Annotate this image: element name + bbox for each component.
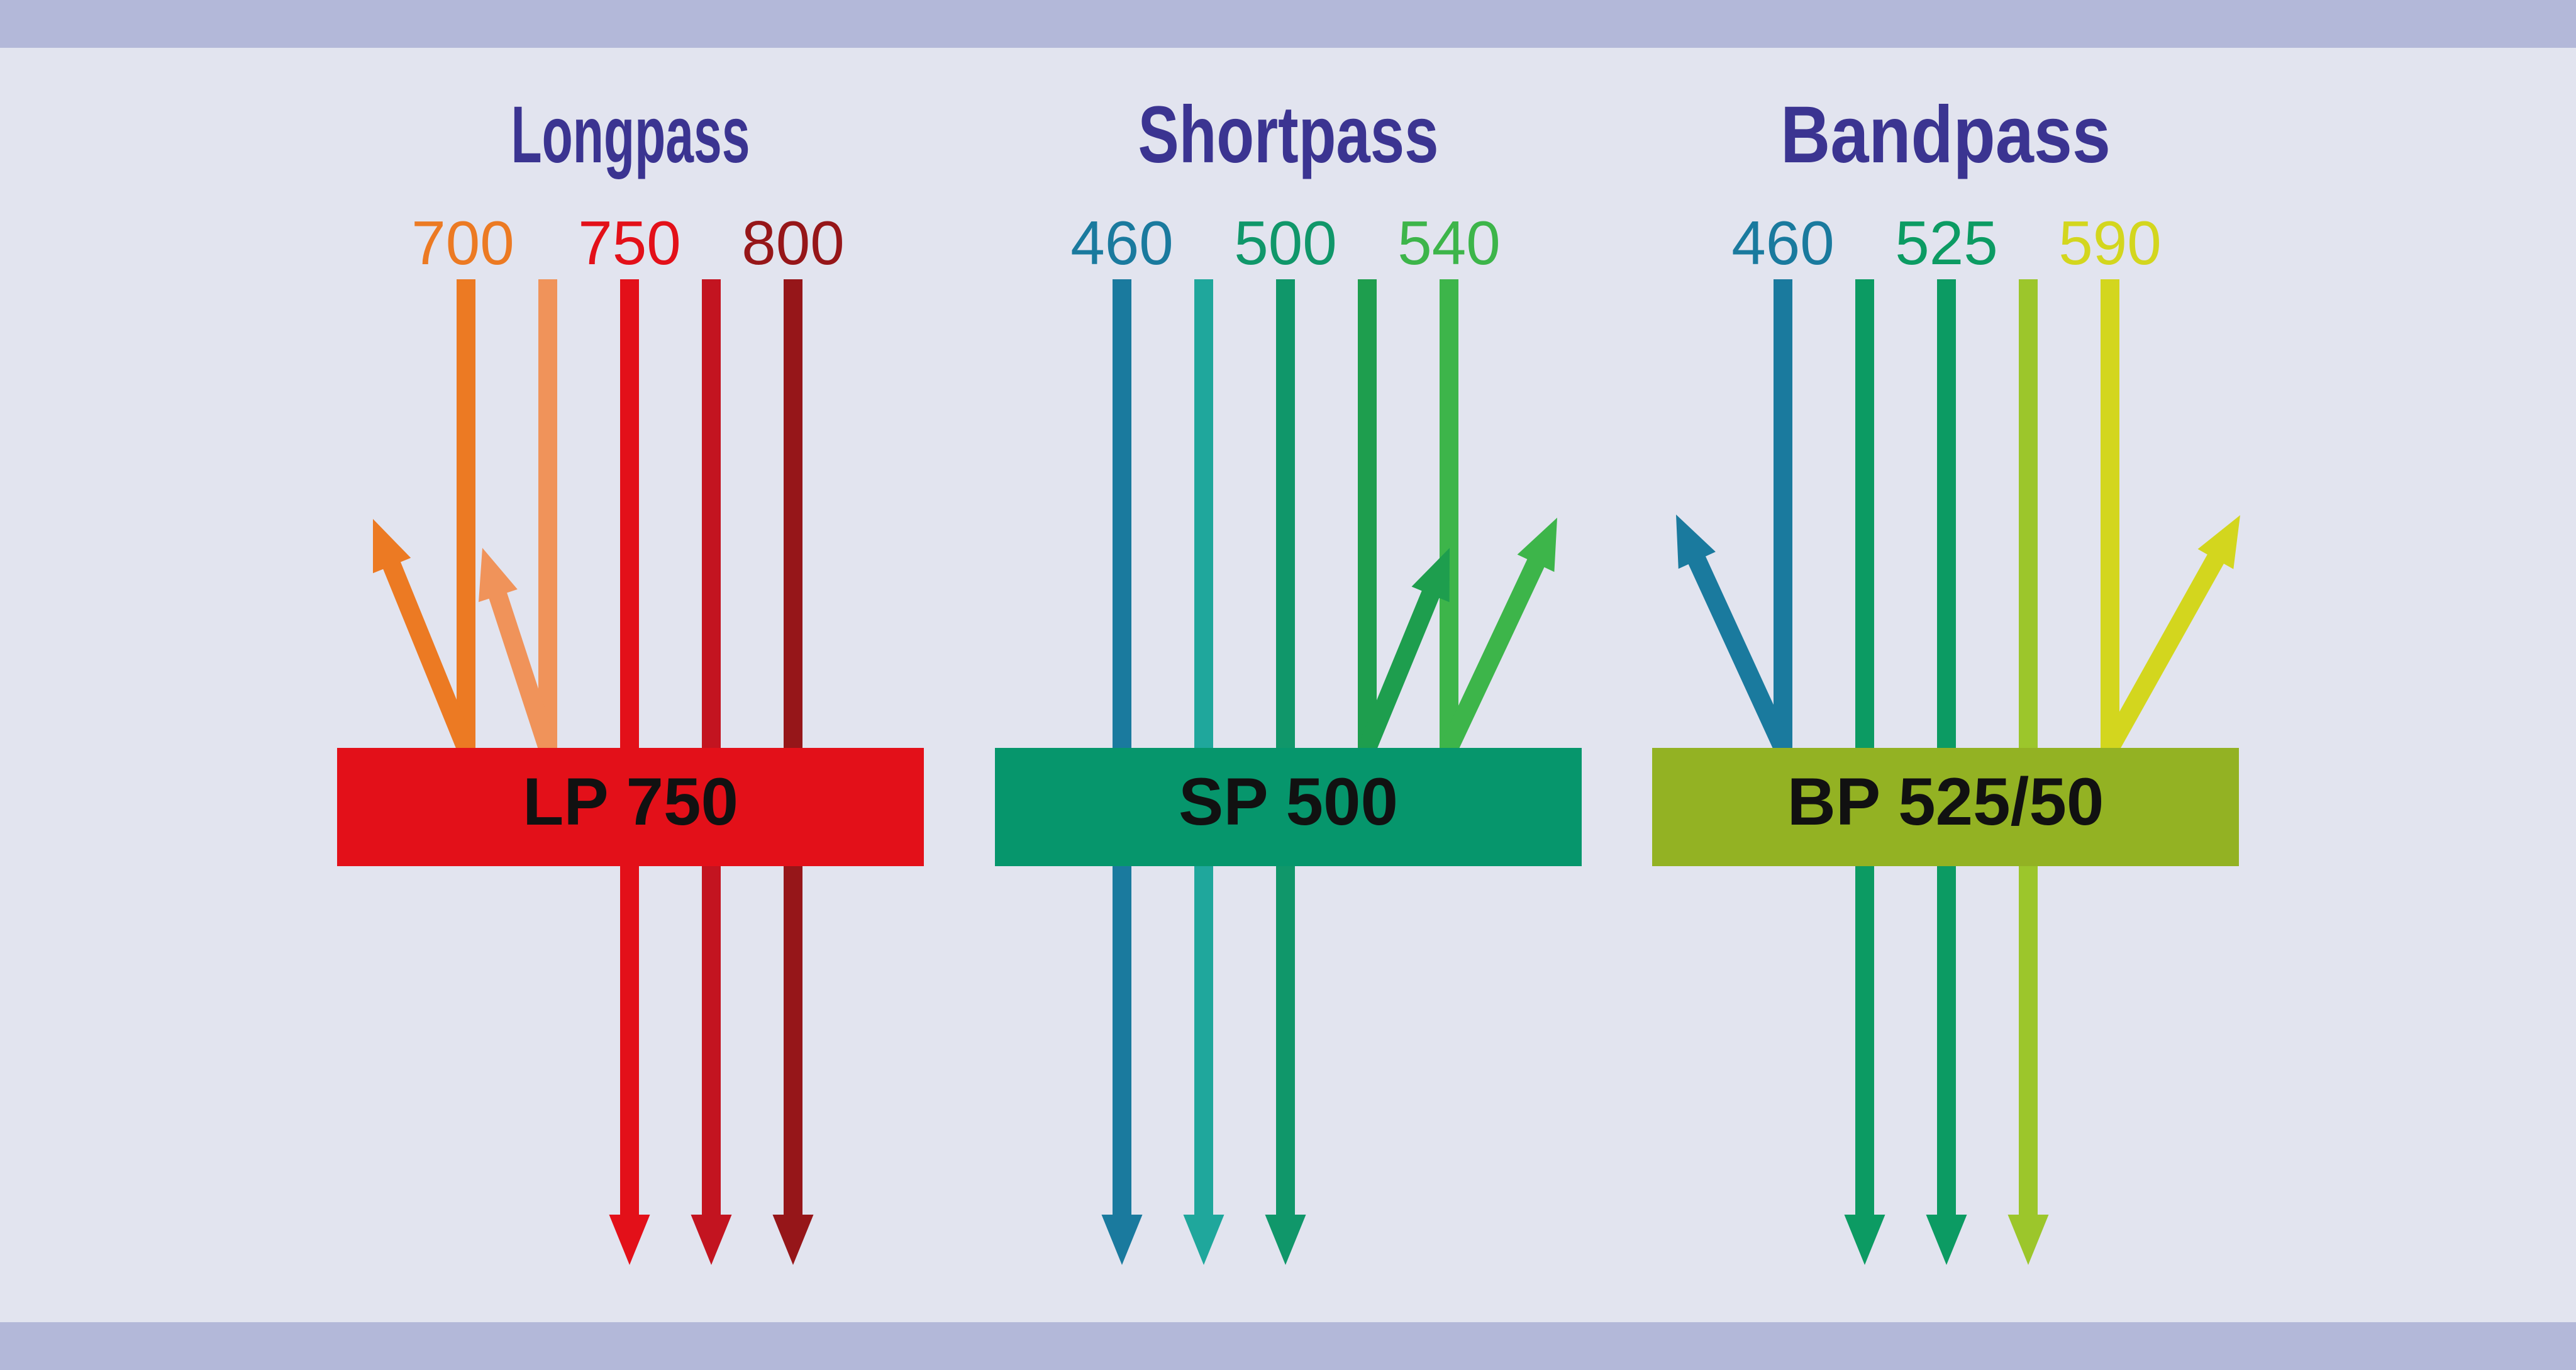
svg-text:Bandpass: Bandpass — [1780, 90, 2111, 180]
svg-text:540: 540 — [1397, 208, 1501, 277]
svg-text:750: 750 — [578, 208, 681, 277]
svg-text:LP 750: LP 750 — [523, 764, 738, 839]
svg-text:700: 700 — [411, 208, 514, 277]
svg-text:590: 590 — [2058, 208, 2162, 277]
svg-text:500: 500 — [1234, 208, 1337, 277]
svg-text:800: 800 — [741, 208, 845, 277]
svg-text:Shortpass: Shortpass — [1138, 90, 1439, 180]
svg-text:SP 500: SP 500 — [1179, 764, 1398, 839]
svg-text:BP 525/50: BP 525/50 — [1787, 764, 2104, 839]
svg-text:Longpass: Longpass — [511, 90, 750, 180]
svg-text:460: 460 — [1731, 208, 1835, 277]
svg-text:525: 525 — [1895, 208, 1998, 277]
svg-text:460: 460 — [1070, 208, 1174, 277]
